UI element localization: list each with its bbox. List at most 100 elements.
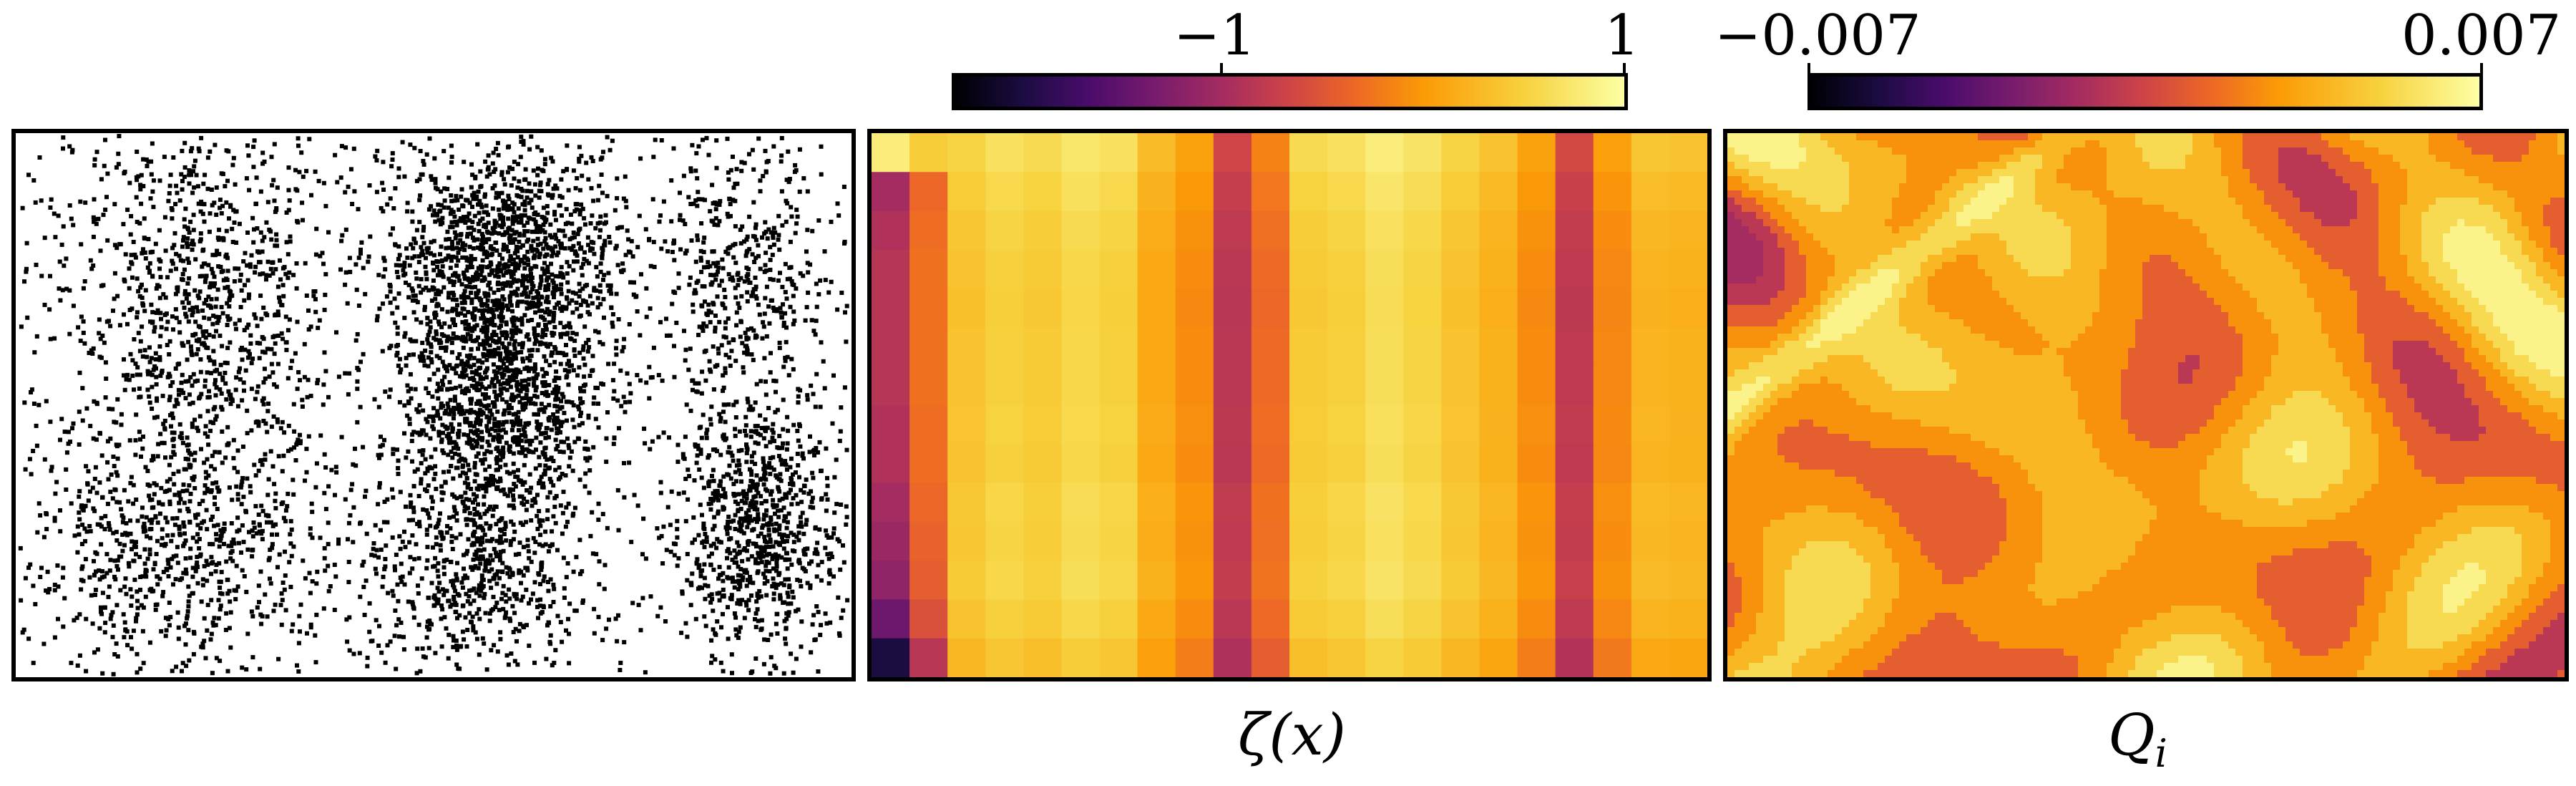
- scatter-point: [409, 500, 414, 505]
- scatter-point: [517, 422, 521, 427]
- scatter-point: [458, 532, 463, 537]
- scatter-point: [235, 470, 240, 475]
- scatter-point: [264, 220, 269, 225]
- scatter-point: [154, 374, 159, 379]
- scatter-point: [434, 329, 439, 334]
- scatter-point: [565, 561, 570, 566]
- scatter-point: [537, 603, 542, 608]
- scatter-point: [261, 396, 266, 401]
- scatter-point: [505, 170, 510, 175]
- scatter-point: [542, 157, 547, 162]
- scatter-point: [152, 492, 157, 497]
- scatter-point: [489, 412, 494, 417]
- scatter-point: [212, 362, 217, 367]
- scatter-point: [198, 209, 203, 214]
- scatter-point: [364, 578, 369, 583]
- scatter-point: [506, 406, 511, 411]
- scatter-point: [572, 440, 577, 445]
- scatter-point: [480, 585, 484, 590]
- scatter-point: [499, 516, 504, 521]
- scatter-point: [565, 143, 570, 148]
- scatter-point: [287, 270, 292, 275]
- scatter-point: [205, 155, 210, 160]
- scatter-point: [150, 189, 155, 194]
- scatter-point: [429, 622, 434, 627]
- scatter-point: [490, 319, 494, 324]
- scatter-point: [130, 358, 135, 363]
- scatter-point: [597, 582, 602, 587]
- scatter-point: [493, 373, 498, 378]
- scatter-point: [147, 261, 152, 266]
- scatter-point: [199, 135, 204, 140]
- scatter-point: [263, 311, 268, 316]
- scatter-point: [117, 323, 122, 328]
- scatter-point: [153, 357, 158, 362]
- scatter-point: [648, 306, 653, 311]
- scatter-point: [422, 363, 427, 368]
- scatter-point: [535, 348, 540, 353]
- scatter-point: [545, 210, 550, 215]
- scatter-point: [422, 304, 427, 309]
- scatter-point: [565, 331, 570, 336]
- scatter-point: [494, 397, 499, 402]
- scatter-point: [440, 379, 444, 384]
- scatter-point: [91, 506, 96, 511]
- scatter-point: [733, 198, 738, 203]
- scatter-point: [457, 613, 462, 618]
- scatter-point: [308, 622, 313, 627]
- scatter-point: [60, 575, 65, 580]
- scatter-point: [519, 438, 524, 443]
- scatter-point: [511, 277, 516, 282]
- scatter-point: [731, 243, 736, 248]
- scatter-point: [55, 563, 60, 568]
- scatter-point: [489, 231, 494, 236]
- scatter-point: [552, 325, 557, 329]
- scatter-point: [532, 263, 537, 268]
- scatter-point: [402, 174, 407, 179]
- scatter-point: [489, 537, 494, 542]
- scatter-point: [721, 578, 726, 583]
- scatter-point: [130, 275, 135, 280]
- scatter-point: [530, 281, 535, 286]
- scatter-point: [476, 451, 481, 456]
- scatter-point: [97, 568, 102, 573]
- scatter-point: [529, 266, 534, 271]
- scatter-point: [59, 417, 64, 422]
- scatter-point: [154, 552, 159, 556]
- scatter-point: [586, 337, 591, 342]
- scatter-point: [751, 357, 756, 362]
- scatter-point: [534, 302, 539, 306]
- scatter-point: [728, 213, 733, 218]
- scatter-point: [250, 613, 255, 618]
- scatter-point: [492, 315, 497, 319]
- scatter-point: [316, 377, 321, 382]
- scatter-point: [593, 417, 598, 422]
- scatter-point: [457, 459, 462, 464]
- scatter-point: [472, 314, 477, 319]
- scatter-point: [482, 302, 487, 307]
- scatter-point: [610, 320, 615, 325]
- scatter-point: [532, 394, 537, 399]
- scatter-point: [405, 413, 410, 418]
- scatter-point: [435, 301, 440, 306]
- scatter-point: [816, 292, 821, 297]
- scatter-point: [523, 434, 528, 439]
- scatter-point: [174, 251, 179, 256]
- scatter-point: [595, 296, 600, 301]
- scatter-point: [522, 213, 527, 218]
- scatter-point: [485, 440, 490, 445]
- scatter-point: [174, 553, 179, 558]
- scatter-point: [569, 449, 574, 454]
- scatter-point: [217, 315, 222, 319]
- scatter-point: [456, 273, 461, 278]
- scatter-point: [710, 183, 715, 188]
- scatter-point: [542, 230, 547, 235]
- scatter-point: [454, 263, 459, 268]
- scatter-point: [315, 569, 320, 574]
- scatter-point: [736, 492, 741, 497]
- scatter-point: [803, 318, 808, 323]
- scatter-point: [138, 187, 143, 192]
- scatter-point: [570, 400, 575, 405]
- scatter-point: [436, 518, 441, 523]
- scatter-point: [469, 407, 474, 412]
